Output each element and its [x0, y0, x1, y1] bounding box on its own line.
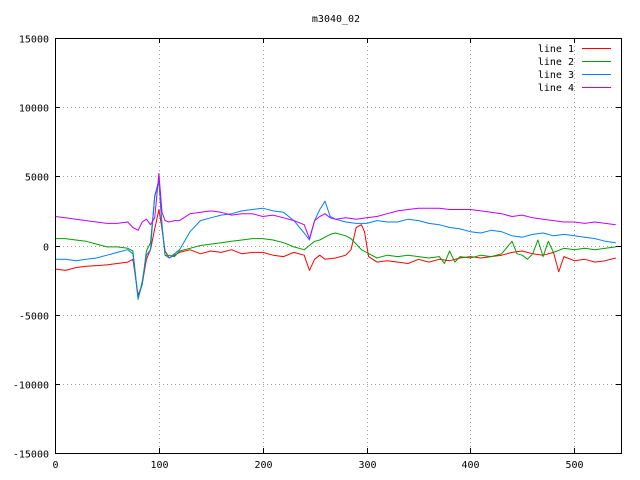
axis-ticks: 0 100 200 300 400 500 -15000 -10000 -5000 0 5000 10… — [13, 35, 621, 471]
legend-label: line 4 — [538, 83, 574, 94]
series-line-4 — [54, 173, 616, 240]
y-tick-label: 15000 — [19, 35, 49, 46]
chart-title: m3040_02 — [312, 14, 360, 25]
legend: line 1 line 2 line 3 line 4 — [538, 44, 611, 94]
y-tick-label: -5000 — [19, 312, 49, 323]
series-line-1 — [54, 209, 616, 296]
x-tick-label: 500 — [565, 460, 583, 471]
y-tick-label: 5000 — [25, 173, 49, 184]
x-tick-label: 0 — [52, 460, 58, 471]
plot-frame — [55, 38, 622, 454]
y-tick-label: -10000 — [13, 381, 49, 392]
x-tick-label: 400 — [461, 460, 479, 471]
legend-label: line 1 — [538, 44, 574, 55]
legend-label: line 3 — [538, 70, 574, 81]
series-line-2 — [55, 180, 616, 299]
series-layer — [54, 173, 616, 300]
x-tick-label: 300 — [358, 460, 376, 471]
y-tick-label: -15000 — [13, 450, 49, 461]
y-tick-label: 0 — [43, 243, 49, 254]
x-tick-label: 200 — [254, 460, 272, 471]
x-tick-label: 100 — [150, 460, 168, 471]
legend-label: line 2 — [538, 57, 574, 68]
y-tick-label: 10000 — [19, 104, 49, 115]
series-line-3 — [55, 180, 616, 300]
